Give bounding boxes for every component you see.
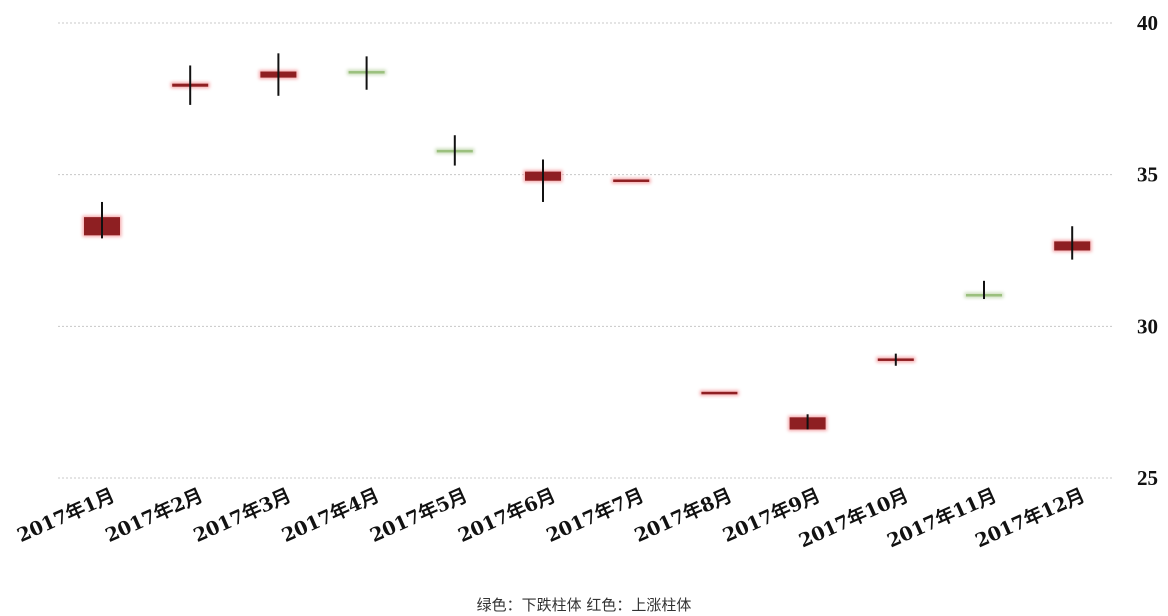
x-tick-label: 2017年5月 xyxy=(366,484,470,547)
candle xyxy=(347,56,387,90)
x-tick-label: 2017年1月 xyxy=(14,484,118,547)
x-tick-label: 2017年3月 xyxy=(190,484,294,547)
candle xyxy=(699,390,739,396)
x-tick-label: 2017年6月 xyxy=(455,484,559,547)
x-tick-label: 2017年4月 xyxy=(278,484,382,547)
candle xyxy=(523,159,563,202)
candle xyxy=(435,135,475,166)
candle xyxy=(1052,226,1092,260)
candle-body xyxy=(701,391,738,395)
candle xyxy=(170,65,210,105)
candle xyxy=(258,53,298,96)
x-tick-label: 2017年8月 xyxy=(631,484,735,547)
x-tick-label: 2017年7月 xyxy=(543,484,647,547)
y-tick-label: 40 xyxy=(1137,11,1158,35)
candle-body xyxy=(613,179,650,182)
candle xyxy=(611,177,651,184)
y-tick-label: 25 xyxy=(1137,466,1158,490)
y-axis-tick-labels: 25 30 35 40 xyxy=(1137,11,1158,490)
candle xyxy=(82,201,122,239)
candle xyxy=(876,353,916,366)
candles xyxy=(82,53,1092,431)
x-axis-tick-labels: 2017年1月2017年2月2017年3月2017年4月2017年5月2017年… xyxy=(14,484,1089,553)
legend-text: 绿色：下跌柱体 红色：上涨柱体 xyxy=(476,596,692,614)
candle xyxy=(788,414,828,431)
candle xyxy=(964,280,1004,300)
x-tick-label: 2017年2月 xyxy=(102,484,206,547)
grid-lines xyxy=(58,22,1112,479)
y-tick-label: 35 xyxy=(1137,163,1158,187)
y-tick-label: 30 xyxy=(1137,314,1158,338)
